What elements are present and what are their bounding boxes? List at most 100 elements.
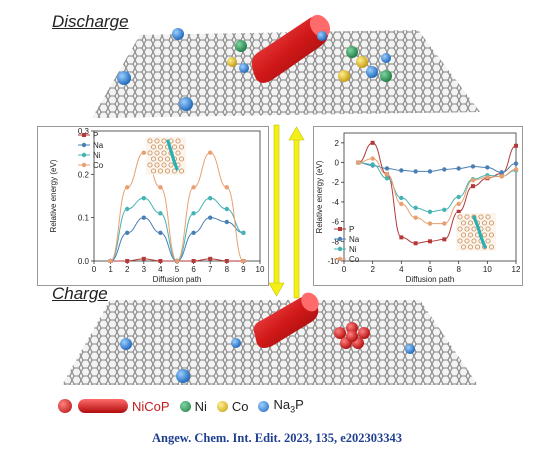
- nicop-ball-icon: [58, 399, 72, 413]
- c0-y-axis-label: Relative energy (eV): [49, 159, 58, 232]
- c0-point-co-7: [224, 185, 229, 190]
- c1-point-p-1: [370, 140, 375, 145]
- inset-left-ring-5-2: [165, 168, 171, 174]
- inset-right-ring-5-1: [467, 244, 473, 250]
- c1-point-co-9: [485, 175, 490, 180]
- inset-left-ring-3-4: [178, 156, 184, 162]
- c1-x-tick-label-5: 10: [483, 265, 492, 274]
- arrow-down: [268, 124, 285, 297]
- c0-point-co-4: [174, 258, 180, 264]
- c1-point-p-7: [456, 209, 461, 214]
- inset-left-ring-1-4: [178, 144, 184, 150]
- inset-left-ring-3-2: [165, 156, 171, 162]
- inset-right-ring-3-1: [467, 232, 473, 238]
- c0-point-ni-3: [158, 211, 163, 216]
- inset-right-ring-1-4: [488, 220, 494, 226]
- c0-point-ni-7: [224, 206, 229, 212]
- inset-left-ring-4-2: [161, 162, 167, 168]
- inset-left-ring-2-0: [147, 150, 153, 156]
- inset-left-ring-0-1: [154, 138, 160, 144]
- inset-right-ring-1-0: [460, 220, 466, 226]
- c1-point-na-3: [399, 168, 404, 173]
- c0-point-co-0: [108, 258, 113, 264]
- c0-x-tick-label-8: 8: [225, 265, 230, 274]
- c1-x-tick-label-4: 8: [456, 265, 461, 274]
- c1-point-ni-2: [384, 176, 390, 181]
- inset-left-path: [166, 139, 179, 171]
- c1-legend-marker-ni: [337, 246, 343, 252]
- c1-legend-marker-p: [338, 227, 342, 231]
- c1-point-na-9: [485, 165, 490, 170]
- c0-point-na-6: [208, 215, 213, 220]
- c0-point-co-6: [208, 150, 213, 155]
- inset-left-ring-2-1: [154, 150, 160, 156]
- inset-left-ring-1-0: [151, 144, 157, 150]
- inset-right-ring-0-4: [485, 214, 491, 220]
- c1-point-na-4: [413, 169, 418, 174]
- c1-legend-label-p: P: [349, 225, 354, 234]
- c1-legend-marker-na: [337, 236, 343, 242]
- inset-right-ring-5-2: [474, 244, 480, 250]
- c0-x-axis-label: Diffusion path: [153, 275, 202, 284]
- c1-x-tick-label-2: 4: [399, 265, 404, 274]
- inset-left-ring-0-0: [147, 138, 153, 144]
- c0-legend-label-p: P: [93, 131, 98, 140]
- c0-point-na-1: [125, 230, 130, 236]
- c0-point-na-2: [141, 215, 146, 220]
- inset-left-ring-1-1: [158, 144, 164, 150]
- c1-point-co-10: [499, 174, 504, 179]
- c1-point-co-1: [370, 156, 375, 161]
- c0-legend-marker-na: [81, 142, 87, 148]
- c1-x-tick-label-6: 12: [512, 265, 521, 274]
- atoms-bottom: [120, 322, 415, 383]
- c1-x-axis-label: Diffusion path: [406, 275, 455, 284]
- inset-left-ring-4-0: [147, 162, 153, 168]
- c1-y-tick-label-0: -10: [327, 257, 339, 266]
- c0-legend-marker-p: [82, 133, 86, 137]
- inset-left-ring-0-2: [161, 138, 167, 144]
- c0-point-p-5: [191, 259, 196, 263]
- c0-point-p-1: [125, 259, 130, 263]
- c1-point-ni-1: [370, 162, 375, 167]
- nicop-rod-top: [251, 14, 331, 83]
- inset-left-ring-1-3: [171, 144, 177, 150]
- legend-co: Co: [231, 398, 249, 414]
- c1-y-tick-label-6: 2: [335, 139, 340, 148]
- nicop-rod-icon: [78, 399, 128, 413]
- c1-legend-label-ni: Ni: [349, 245, 357, 254]
- chart-right: 0 2 4 6 8 10 12 -10 -8 -6 -4 -2 0 2 Diffusion path Rela…: [315, 132, 521, 284]
- c1-y-axis-label: Relative energy (eV): [315, 160, 324, 233]
- c0-x-tick-label-10: 10: [256, 265, 265, 274]
- arrow-up: [288, 126, 305, 299]
- c0-x-tick-label-1: 1: [108, 265, 113, 274]
- inset-right-ring-3-4: [488, 232, 494, 238]
- c1-point-na-11: [513, 161, 519, 166]
- c0-x-tick-label-0: 0: [92, 265, 97, 274]
- c0-point-ni-2: [141, 195, 146, 201]
- c1-legend-label-na: Na: [349, 235, 360, 244]
- c0-x-tick-label-6: 6: [191, 265, 196, 274]
- inset-right-path: [472, 215, 487, 249]
- inset-right-ring-2-2: [471, 226, 477, 232]
- inset-right-ring-5-0: [460, 244, 466, 250]
- c1-legend-marker-co: [337, 256, 343, 262]
- c0-point-na-7: [224, 219, 229, 225]
- c0-x-tick-label-7: 7: [208, 265, 213, 274]
- legend-nicop: NiCoP: [132, 398, 170, 414]
- c1-x-tick-label-0: 0: [342, 265, 347, 274]
- c0-legend-label-ni: Ni: [93, 151, 101, 160]
- co-ball-icon: [216, 400, 228, 412]
- inset-right-ring-0-0: [457, 214, 463, 220]
- discharge-label: Discharge: [52, 12, 129, 31]
- atoms-top: [117, 28, 392, 111]
- inset-left-ring-3-0: [151, 156, 157, 162]
- inset-left-ring-2-4: [175, 150, 181, 156]
- inset-left-ring-0-4: [175, 138, 181, 144]
- inset-right-ring-1-3: [481, 220, 487, 226]
- c1-point-p-8: [471, 184, 475, 189]
- c1-point-co-6: [442, 221, 447, 226]
- inset-right-ring-2-4: [485, 226, 491, 232]
- c0-point-co-2: [141, 150, 146, 155]
